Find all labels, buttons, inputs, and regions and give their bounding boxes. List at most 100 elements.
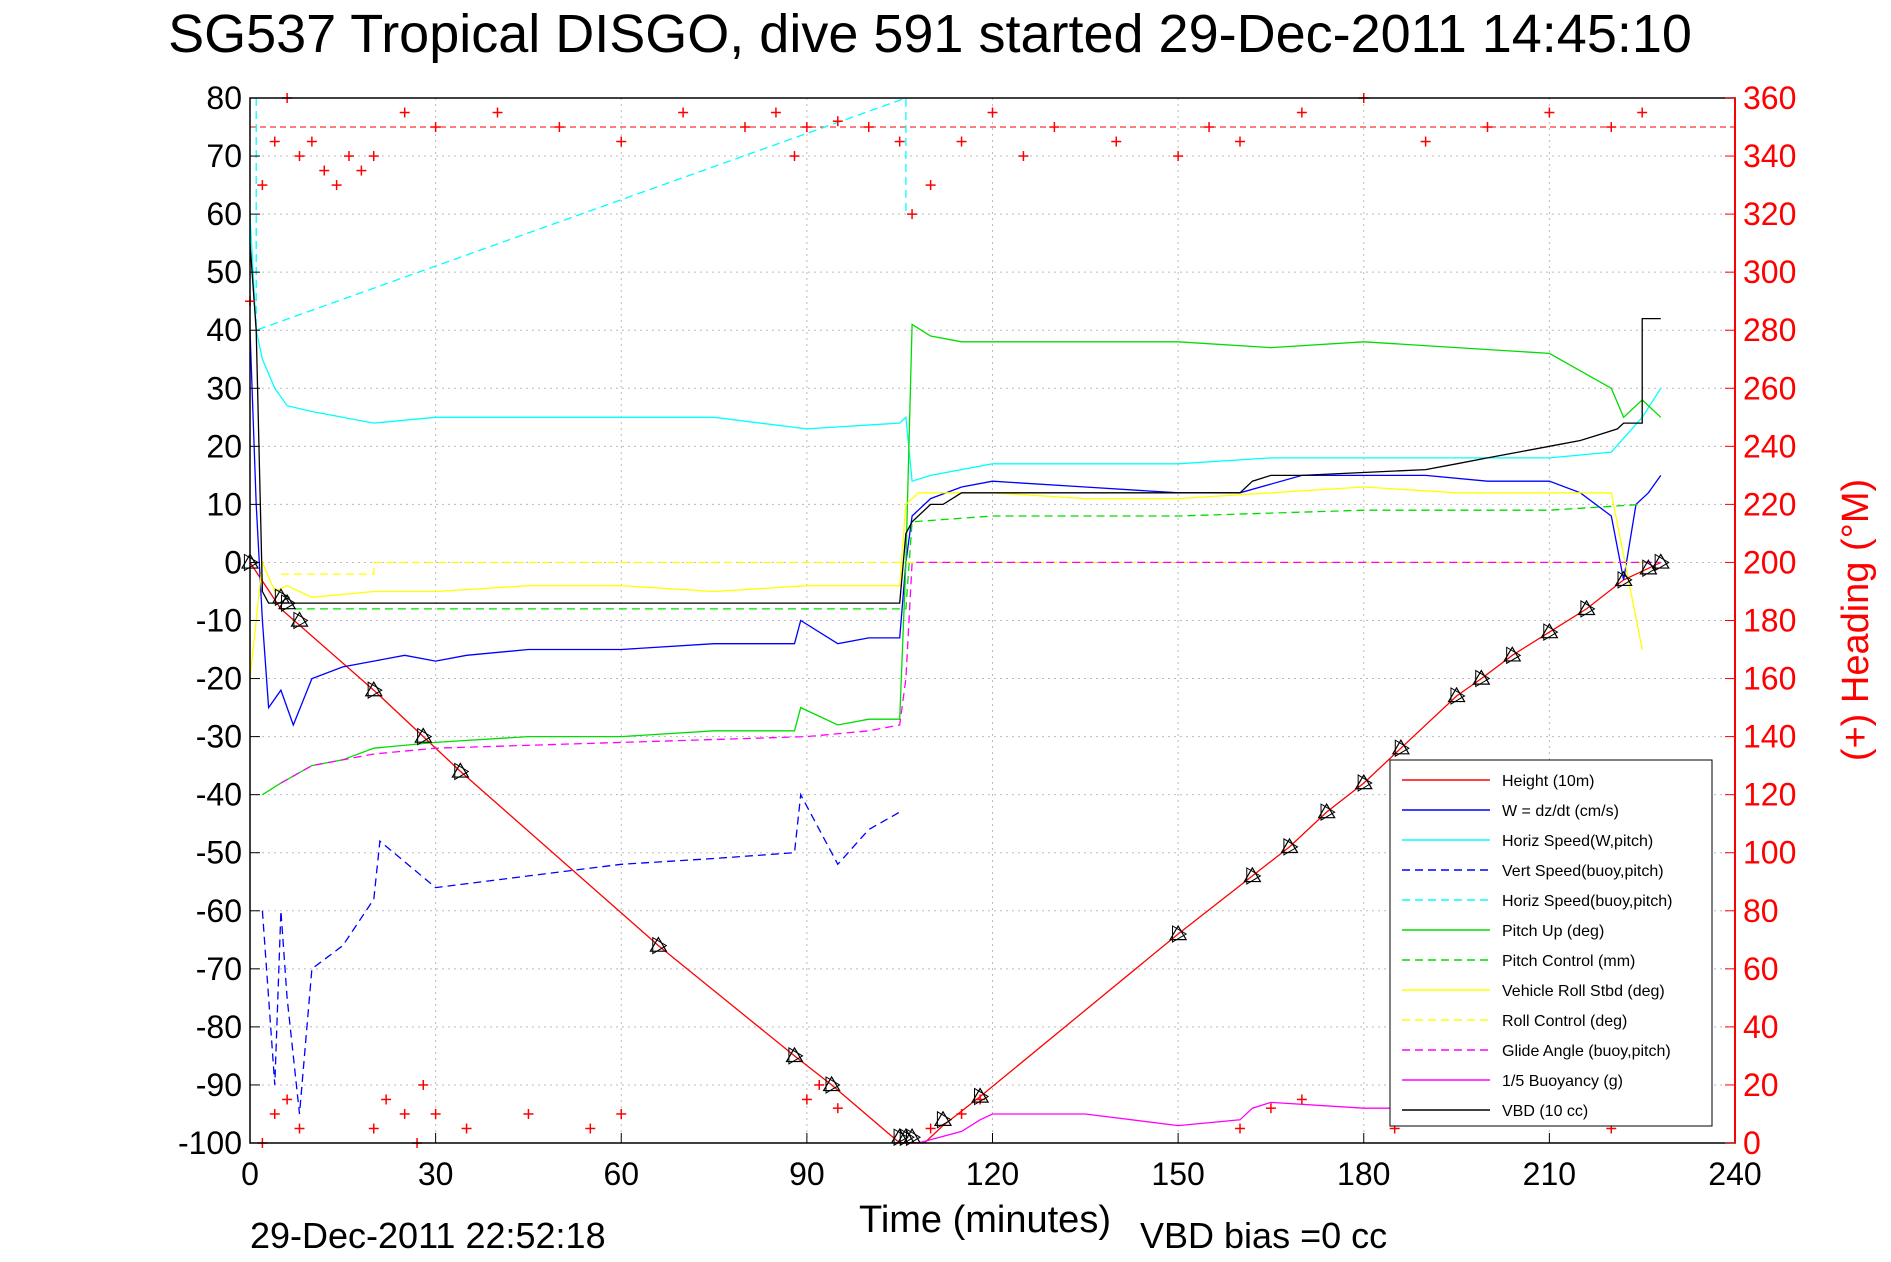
heading-point [801,1094,812,1105]
heading-point [616,136,627,147]
heading-point [585,1123,596,1134]
heading-point [319,165,330,176]
triangle-marker-side [1394,739,1410,758]
footer-vbd-bias: VBD bias =0 cc [1140,1215,1387,1256]
series-line-5 [262,323,1662,796]
y-left-tick-label: 0 [224,544,242,580]
y-right-tick-label: 300 [1743,254,1796,290]
triangle-marker-side [243,553,259,572]
heading-point [1265,1103,1276,1114]
heading-point [925,180,936,191]
x-tick-label: 180 [1337,1156,1390,1192]
triangle-marker-side [893,1128,909,1147]
heading-point [770,107,781,118]
triangle-marker-side [652,936,668,955]
heading-point [789,151,800,162]
y-left-tick-label: 80 [206,80,242,116]
y-right-tick-label: 160 [1743,661,1796,697]
heading-point [1544,107,1555,118]
triangle-marker-side [825,1076,841,1094]
triangle-marker [1317,802,1336,819]
triangle-marker [1639,559,1658,575]
triangle-marker [1243,866,1262,883]
y-right-tick-label: 60 [1743,951,1779,987]
triangle-marker-side [417,727,433,746]
triangle-marker [451,762,470,778]
y-right-tick-label: 320 [1743,196,1796,232]
triangle-marker [933,1110,953,1126]
series-line-6 [280,503,1643,610]
heading-point [678,107,689,118]
legend-label: Height (10m) [1502,773,1594,790]
triangle-marker [364,680,383,697]
triangle-marker-side [1357,774,1373,792]
triangle-marker [1391,739,1410,755]
heading-point [1637,107,1648,118]
heading-point [368,1123,379,1134]
heading-point [381,1094,392,1105]
legend-label: Pitch Up (deg) [1502,923,1604,940]
y-left-tick-label: -50 [196,835,242,871]
y-right-tick-label: 80 [1743,893,1779,929]
y-left-tick-label: -80 [196,1009,242,1045]
y-left-tick-label: 50 [206,254,242,290]
triangle-marker [1614,570,1633,587]
x-tick-labels: 0 30 60 90 120 150 180 210 240 [241,1133,1762,1192]
y-right-tick-label: 120 [1743,777,1796,813]
series-line-4 [255,97,907,332]
triangle-marker [785,1046,804,1063]
triangle-marker [1503,646,1522,662]
heading-point [282,1094,293,1105]
series-line-8 [280,561,1643,575]
triangle-marker-side [788,1047,804,1065]
triangle-marker-side [1172,925,1188,943]
y-right-tick-label: 280 [1743,312,1796,348]
heading-point [1420,136,1431,147]
heading-point [294,151,305,162]
y-left-tick-label: -70 [196,951,242,987]
heading-point [269,136,280,147]
footer-timestamp: 29-Dec-2011 22:52:18 [250,1215,606,1256]
triangle-markers [240,553,1670,1147]
triangle-marker [649,936,668,952]
y-right-tick-label: 220 [1743,486,1796,522]
y-left-tick-label: 40 [206,312,242,348]
y-right-tick-label: 180 [1743,603,1796,639]
heading-point [418,1079,429,1090]
triangle-marker-side [454,762,470,781]
heading-point [399,1108,410,1119]
x-tick-label: 60 [603,1156,639,1192]
triangle-marker-side [1283,838,1299,856]
series-line-7 [249,486,1643,679]
heading-point [430,1108,441,1119]
heading-point [368,151,379,162]
y-right-tick-label: 240 [1743,428,1796,464]
heading-point [461,1123,472,1134]
x-tick-label: 150 [1151,1156,1204,1192]
y-left-tick-label: -40 [196,777,242,813]
x-tick-label: 240 [1708,1156,1761,1192]
y-right-tick-label: 260 [1743,370,1796,406]
triangle-marker [1540,622,1559,639]
heading-point [554,122,565,133]
triangle-marker [290,611,309,627]
triangle-marker-side [1580,600,1596,618]
heading-point [430,122,441,133]
triangle-marker [1280,837,1299,854]
triangle-marker [1447,686,1466,703]
legend-label: Roll Control (deg) [1502,1013,1627,1030]
triangle-marker-side [1475,669,1491,688]
triangle-marker [971,1087,990,1103]
y-left-tick-label: -60 [196,893,242,929]
heading-point [814,1079,825,1090]
legend-label: Horiz Speed(buoy,pitch) [1502,893,1672,910]
legend-label: Horiz Speed(W,pitch) [1502,833,1653,850]
y-right-tick-label: 360 [1743,80,1796,116]
heading-point [832,1103,843,1114]
heading-point [925,1123,936,1134]
heading-point [1173,151,1184,162]
heading-point [956,1108,967,1119]
y-right-tick-label: 340 [1743,138,1796,174]
heading-point [523,1108,534,1119]
